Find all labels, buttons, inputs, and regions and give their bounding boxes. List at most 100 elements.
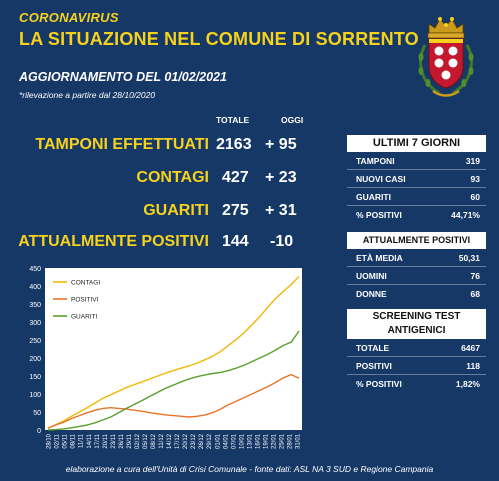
x-tick-label: 13/01	[247, 433, 253, 449]
series-line-guariti	[47, 330, 300, 431]
x-tick-label: 02/11	[55, 433, 61, 448]
last7-label: TAMPONI	[356, 156, 395, 166]
update-date: AGGIORNAMENTO DEL 01/02/2021	[19, 70, 227, 84]
screening-label: TOTALE	[356, 343, 390, 353]
screening-title-line2: ANTIGENICI	[387, 325, 446, 336]
page-title: LA SITUAZIONE NEL COMUNE DI SORRENTO	[19, 29, 419, 49]
stat-label-positivi: ATTUALMENTE POSITIVI	[18, 233, 209, 250]
x-tick-label: 08/11	[71, 433, 77, 448]
y-tick-label: 50	[33, 410, 41, 417]
last7-title: ULTIMI 7 GIORNI	[347, 135, 486, 152]
last7-row-nuovi-casi: NUOVI CASI 93	[347, 170, 486, 188]
last7-label: NUOVI CASI	[356, 174, 406, 184]
survey-note: *rilevazione a partire dal 28/10/2020	[19, 90, 156, 100]
y-tick-label: 250	[29, 338, 41, 345]
screening-row-total: TOTALE 6467	[347, 339, 486, 357]
y-tick-label: 350	[29, 302, 41, 309]
positives-row-age: ETÀ MEDIA 50,31	[347, 249, 486, 267]
last7-row-percent: % POSITIVI 44,71%	[347, 206, 486, 223]
last7-row-guariti: GUARITI 60	[347, 188, 486, 206]
x-tick-label: 22/01	[271, 433, 277, 449]
x-tick-label: 28/01	[288, 433, 294, 449]
positives-row-women: DONNE 68	[347, 285, 486, 302]
column-header-today: OGGI	[281, 115, 304, 125]
screening-value: 118	[466, 361, 480, 371]
screening-panel: SCREENING TEST ANTIGENICI TOTALE 6467 POS…	[347, 309, 486, 392]
x-tick-label: 16/01	[255, 433, 261, 449]
y-tick-label: 150	[29, 374, 41, 381]
last7-value: 319	[465, 156, 480, 166]
x-tick-label: 31/01	[296, 433, 302, 449]
x-tick-label: 23/12	[191, 433, 197, 449]
positives-panel: ATTUALMENTE POSITIVI ETÀ MEDIA 50,31 UOMI…	[347, 232, 486, 302]
series-line-positivi	[47, 373, 300, 429]
stat-today-positivi: -10	[270, 233, 294, 250]
x-tick-label: 11/11	[79, 433, 85, 448]
screening-value: 6467	[461, 343, 480, 353]
series-line-contagi	[47, 275, 300, 429]
positives-label: DONNE	[356, 289, 387, 299]
x-tick-label: 29/11	[127, 433, 133, 448]
x-tick-label: 17/11	[95, 433, 101, 448]
y-tick-label: 450	[29, 266, 41, 273]
x-tick-label: 26/11	[119, 433, 125, 448]
x-tick-label: 23/11	[111, 433, 117, 448]
x-tick-label: 05/12	[143, 433, 149, 449]
screening-value: 1,82%	[455, 379, 480, 389]
last7-row-tamponi: TAMPONI 319	[347, 152, 486, 170]
x-tick-label: 17/12	[175, 433, 181, 449]
source-footer: elaborazione a cura dell'Unità di Crisi …	[65, 464, 434, 474]
positives-title: ATTUALMENTE POSITIVI	[347, 232, 486, 249]
screening-title-line1: SCREENING TEST	[372, 311, 461, 322]
last7-label: % POSITIVI	[356, 210, 402, 220]
stat-label-contagi: CONTAGI	[136, 169, 209, 186]
stat-total-guariti: 275	[222, 202, 249, 219]
positives-row-men: UOMINI 76	[347, 267, 486, 285]
x-tick-label: 19/01	[263, 433, 269, 449]
screening-label: % POSITIVI	[356, 379, 402, 389]
last7-label: GUARITI	[356, 192, 391, 202]
stat-total-contagi: 427	[222, 169, 249, 186]
x-tick-label: 28/10	[47, 433, 53, 449]
x-tick-label: 07/01	[231, 433, 237, 449]
stat-label-guariti: GUARITI	[143, 202, 209, 219]
stat-total-tamponi: 2163	[216, 136, 252, 153]
legend-label: POSITIVI	[71, 297, 99, 304]
last7-value: 44,71%	[451, 210, 480, 220]
x-tick-label: 20/12	[183, 433, 189, 449]
x-tick-label: 14/12	[167, 433, 173, 449]
x-tick-label: 20/11	[103, 433, 109, 448]
screening-title: SCREENING TEST ANTIGENICI	[347, 309, 486, 339]
plot-area	[45, 268, 302, 430]
legend-label: CONTAGI	[71, 280, 100, 287]
screening-label: POSITIVI	[356, 361, 392, 371]
x-tick-label: 10/01	[239, 433, 245, 449]
x-tick-label: 25/01	[280, 433, 286, 449]
screening-row-percent: % POSITIVI 1,82%	[347, 375, 486, 392]
y-tick-label: 0	[37, 428, 41, 435]
stat-label-tamponi: TAMPONI EFFETTUATI	[35, 136, 209, 153]
x-tick-label: 14/11	[87, 433, 93, 448]
sorrento-crest-icon	[418, 17, 474, 97]
last7-panel: ULTIMI 7 GIORNI TAMPONI 319 NUOVI CASI 93 …	[347, 135, 486, 223]
x-tick-label: 26/12	[199, 433, 205, 449]
kicker: CORONAVIRUS	[19, 10, 119, 25]
stat-today-tamponi: + 95	[265, 136, 297, 153]
x-tick-label: 11/12	[159, 433, 165, 448]
screening-row-positive: POSITIVI 118	[347, 357, 486, 375]
last7-value: 60	[470, 192, 480, 202]
x-tick-label: 02/12	[135, 433, 141, 449]
x-tick-label: 01/01	[215, 433, 221, 449]
legend-label: GUARITI	[71, 314, 98, 321]
stat-total-positivi: 144	[222, 233, 249, 250]
y-tick-label: 200	[29, 356, 41, 363]
positives-label: ETÀ MEDIA	[356, 253, 403, 263]
x-tick-label: 04/01	[223, 433, 229, 449]
positives-value: 76	[470, 271, 480, 281]
stat-today-guariti: + 31	[265, 202, 297, 219]
y-tick-label: 400	[29, 284, 41, 291]
column-header-total: TOTALE	[216, 115, 250, 125]
y-tick-label: 100	[29, 392, 41, 399]
x-tick-label: 05/11	[63, 433, 69, 448]
